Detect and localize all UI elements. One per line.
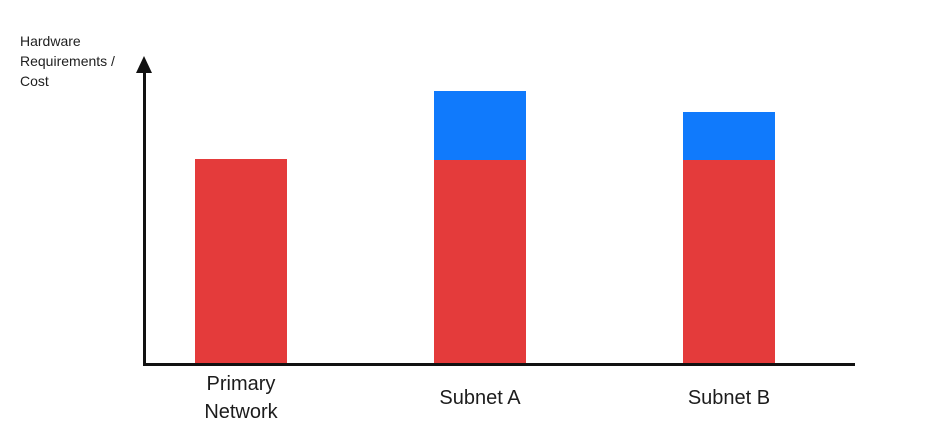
x-axis-label-subnet-b: Subnet B [687,387,771,409]
bar-segment-additional-overhead [434,91,526,160]
x-axis-label-subnet-a: Subnet A [439,387,521,409]
x-axis-label-primary-network: Primary Network [204,373,278,423]
y-axis-label-line-1: Hardware [20,33,81,49]
bar-subnet-a [434,91,526,363]
y-axis-label-line-3: Cost [20,73,49,89]
bar-segment-base-hardware-cost [195,159,287,363]
y-axis-label: Hardware Requirements / Cost [20,31,115,91]
y-axis-line [143,60,146,363]
bar-segment-base-hardware-cost [683,160,775,363]
bar-primary-network [195,159,287,363]
bar-segment-base-hardware-cost [434,160,526,363]
y-axis-label-line-2: Requirements / [20,53,115,69]
x-axis-line [143,363,855,366]
bar-subnet-b [683,112,775,363]
bar-segment-additional-overhead [683,112,775,160]
